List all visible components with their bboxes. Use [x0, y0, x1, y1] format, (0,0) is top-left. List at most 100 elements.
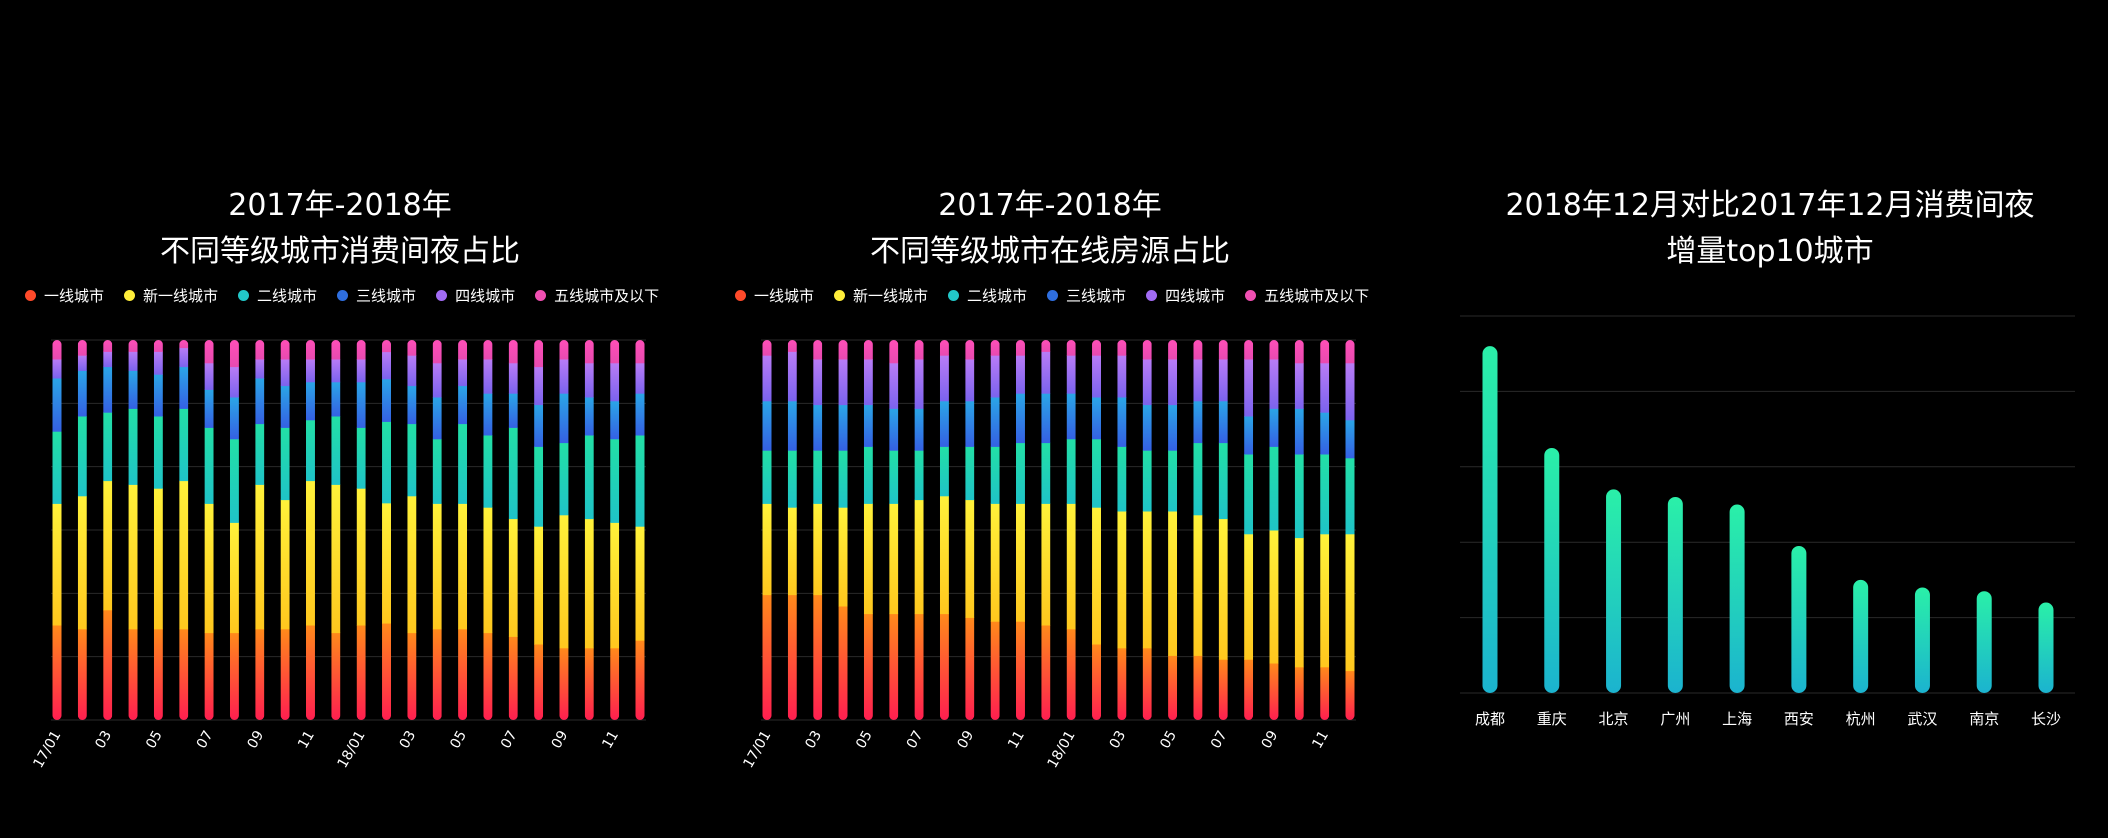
bar-segment [331, 484, 341, 634]
bar-segment [483, 393, 493, 436]
bar-segment [305, 381, 315, 421]
bar-segment [103, 412, 113, 482]
bar-segment [1244, 454, 1254, 535]
bar-segment [863, 404, 873, 447]
bar-segment [483, 359, 493, 394]
x-category-label: 广州 [1660, 710, 1690, 728]
legend-label: 五线城市及以下 [1264, 287, 1370, 305]
bar [1482, 346, 1498, 693]
bar-segment [1041, 442, 1051, 504]
bar-segment [255, 378, 265, 425]
x-tick-label: 05 [143, 728, 166, 751]
bar-segment [863, 359, 873, 406]
stacked-bar [483, 340, 493, 720]
bar-segment [990, 397, 1000, 447]
bar-segment [458, 385, 468, 425]
bar-segment [128, 484, 138, 630]
bar-segment [787, 507, 797, 596]
chart-2-title-line-2: 不同等级城市在线房源占比 [870, 234, 1230, 269]
bar-segment [179, 480, 189, 630]
bar-segment [1244, 533, 1254, 660]
legend-label: 二线城市 [967, 287, 1028, 305]
bar-segment [305, 480, 315, 626]
bar-segment [762, 594, 772, 720]
legend-item: 二线城市 [238, 285, 317, 306]
bar-segment [77, 340, 87, 356]
bar-segment [838, 606, 848, 720]
bar [1791, 545, 1807, 693]
chart-2-svg: 17/01 03 05 07 09 11 18/01 03 05 07 09 11 [740, 339, 1356, 771]
bar-segment [128, 351, 138, 371]
chart-2-legend: 一线城市 新一线城市 二线城市 三线城市 四线城市 五线城市及以下 [735, 285, 1395, 306]
bar-segment [407, 385, 417, 425]
x-tick-label: 03 [1107, 728, 1130, 751]
bar-segment [1269, 663, 1279, 720]
bar-segment [584, 340, 594, 364]
stacked-bar [103, 340, 113, 720]
bar-segment [1168, 450, 1178, 512]
bar [1976, 591, 1992, 693]
x-category-label: 成都 [1475, 710, 1505, 728]
stacked-bar [407, 340, 417, 720]
chart-2-title: 2017年-2018年 不同等级城市在线房源占比 [720, 183, 1380, 275]
bar-segment [1269, 446, 1279, 531]
bar-segment [432, 340, 442, 364]
chart-panel-3: 2018年12月对比2017年12月消费间夜 增量top10城市 成都 重庆 北京 广… [1460, 0, 2080, 838]
stacked-bar [584, 340, 594, 720]
x-category-label: 武汉 [1907, 710, 1937, 728]
bar-segment [914, 340, 924, 360]
legend-label: 新一线城市 [853, 287, 929, 305]
bar-segment [1345, 340, 1355, 364]
bar [1544, 447, 1560, 693]
bar-segment [584, 647, 594, 720]
stacked-bar [458, 340, 468, 720]
bar-segment [1294, 362, 1304, 409]
bar-segment [838, 340, 848, 360]
legend-item: 新一线城市 [834, 285, 928, 306]
bar-segment [382, 502, 392, 624]
bar-segment [1244, 416, 1254, 455]
bar-segment [889, 362, 899, 409]
bar-segment [432, 503, 442, 630]
bar-segment [229, 397, 239, 440]
bar-segment [1142, 647, 1152, 720]
stacked-bar [1218, 340, 1228, 720]
bar-segment [1320, 362, 1330, 413]
bar-segment [128, 628, 138, 720]
bar-segment [1320, 340, 1330, 364]
bar-segment [280, 340, 290, 360]
bar-segment [559, 442, 569, 516]
bar-segment [356, 340, 366, 360]
bar-segment [458, 340, 468, 360]
bar-segment [331, 340, 341, 360]
bar [1914, 587, 1930, 693]
bar-segment [1092, 397, 1102, 440]
bar-segment [1041, 340, 1051, 352]
legend-item: 三线城市 [337, 285, 416, 306]
x-tick-label: 07 [498, 728, 521, 751]
bar-segment [635, 526, 645, 641]
bar-segment [1015, 503, 1025, 622]
bar-segment [889, 340, 899, 364]
bar-segment [77, 416, 87, 497]
legend-dot [735, 290, 746, 301]
stacked-bar [331, 340, 341, 720]
bar-segment [305, 419, 315, 482]
bar-segment [356, 625, 366, 720]
bar-segment [1092, 644, 1102, 720]
bar-segment [407, 340, 417, 356]
stacked-bar [508, 340, 518, 720]
legend-item: 四线城市 [1146, 285, 1225, 306]
chart-1-svg: 17/01 03 05 07 09 11 18/01 03 05 07 09 11 [30, 339, 646, 771]
stacked-bar [1244, 340, 1254, 720]
legend-dot [1047, 290, 1059, 301]
stacked-bar [1320, 340, 1330, 720]
bar-segment [787, 340, 797, 352]
bar-segment [965, 446, 975, 501]
bar-segment [584, 518, 594, 649]
bar-segment [1142, 359, 1152, 406]
bar-segment [838, 450, 848, 508]
bar-segment [610, 522, 620, 649]
bar-segment [965, 400, 975, 447]
bar-segment [458, 423, 468, 504]
